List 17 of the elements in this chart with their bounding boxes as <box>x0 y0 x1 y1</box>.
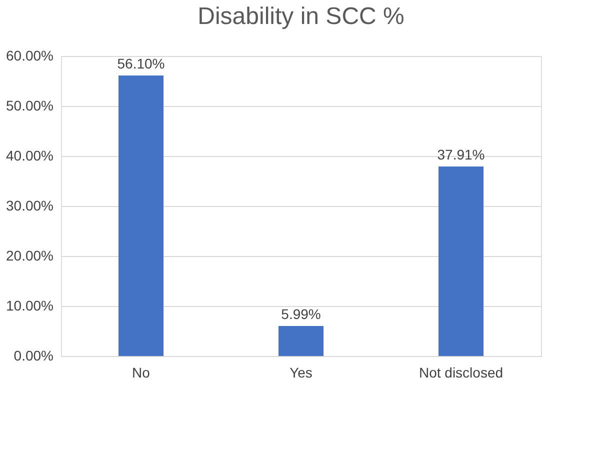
x-tick-label: No <box>132 364 150 380</box>
y-tick-label: 60.00% <box>6 48 54 64</box>
y-tick-label: 10.00% <box>6 298 54 314</box>
bar <box>118 76 164 356</box>
bar <box>278 326 324 356</box>
chart-title: Disability in SCC % <box>198 3 404 30</box>
bar <box>438 166 484 356</box>
x-tick-label: Not disclosed <box>418 364 504 380</box>
y-tick-label: 50.00% <box>6 98 54 114</box>
y-tick-label: 40.00% <box>6 148 54 164</box>
x-tick-label: Yes <box>290 364 312 380</box>
data-label: 37.91% <box>437 146 485 162</box>
data-label: 56.10% <box>117 56 165 72</box>
y-tick-label: 30.00% <box>6 198 54 214</box>
y-tick-label: 0.00% <box>14 348 54 364</box>
y-tick-label: 20.00% <box>6 248 54 264</box>
data-label: 5.99% <box>281 306 321 322</box>
